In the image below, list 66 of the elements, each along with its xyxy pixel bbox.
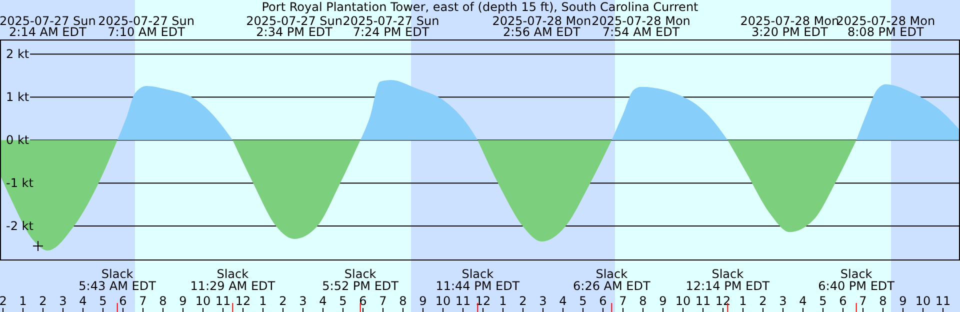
x-tick-label: 6	[839, 294, 847, 308]
y-tick-label: 0 kt	[6, 133, 30, 148]
x-tick-label: 2	[759, 294, 767, 308]
x-tick-label: 8	[399, 294, 407, 308]
x-tick-label: 2	[279, 294, 287, 308]
x-tick-label: 8	[639, 294, 647, 308]
x-tick-label: 9	[659, 294, 667, 308]
x-tick-label: 8	[879, 294, 887, 308]
x-tick-label: 11	[695, 294, 711, 308]
x-tick-label: 12	[235, 294, 251, 308]
x-tick-label: 1	[739, 294, 747, 308]
x-tick-label: 7	[379, 294, 387, 308]
x-tick-label: 6	[359, 294, 367, 308]
y-tick-label: -1 kt	[6, 176, 34, 190]
x-tick-label: 4	[79, 294, 87, 308]
ref-line-label: Slack 6:26 AM EDT	[573, 267, 651, 293]
ref-line-label: Slack 12:14 PM EDT	[686, 267, 770, 293]
text: 2025-07-27 Sun 2:34 PM EDT	[246, 14, 343, 39]
ref-line-label: Slack 5:52 PM EDT	[322, 267, 400, 293]
x-tick-label: 5	[819, 294, 827, 308]
x-tick-label: 5	[579, 294, 587, 308]
x-tick-label: 11	[215, 294, 231, 308]
x-tick-label: 4	[559, 294, 567, 308]
x-tick-label: 3	[59, 294, 67, 308]
x-tick-label: 12	[475, 294, 491, 308]
x-tick-label: 4	[319, 294, 327, 308]
x-tick-label: 3	[779, 294, 787, 308]
x-tick-label: 10	[435, 294, 451, 308]
y-tick-label: 2 kt	[6, 47, 30, 62]
x-tick-label: 1	[499, 294, 507, 308]
x-tick-label: 3	[299, 294, 307, 308]
x-tick-label: 10	[915, 294, 931, 308]
text: 2025-07-28 Mon 7:54 AM EDT	[592, 14, 690, 39]
ref-line-label: Slack 5:43 AM EDT	[78, 267, 157, 293]
x-tick-label: 10	[675, 294, 691, 308]
x-tick-label: 1	[19, 294, 27, 308]
x-tick-label: 10	[195, 294, 211, 308]
ref-line-label: Slack 6:40 PM EDT	[818, 267, 896, 293]
x-tick-label: 3	[539, 294, 547, 308]
x-tick-label: 4	[799, 294, 807, 308]
x-tick-label: 5	[99, 294, 107, 308]
x-tick-label: 2	[519, 294, 527, 308]
x-tick-label: 6	[119, 294, 127, 308]
x-tick-label: 9	[419, 294, 427, 308]
x-tick-label: 12	[715, 294, 731, 308]
x-tick-label: 11	[455, 294, 471, 308]
text: 2025-07-27 Sun 7:24 PM EDT	[342, 14, 440, 39]
y-tick-label: 1 kt	[6, 90, 30, 104]
x-tick-label: 7	[619, 294, 627, 308]
x-tick-label: 8	[159, 294, 167, 308]
chart-title: Port Royal Plantation Tower, east of (depth 15 ft), South Carolina Current	[262, 0, 699, 14]
ref-line-label: Slack 11:44 PM EDT	[436, 267, 520, 293]
text: 2025-07-28 Mon 2:56 AM EDT	[492, 14, 592, 39]
text: 2025-07-27 Sun 2:14 AM EDT	[0, 14, 96, 39]
text: 2025-07-27 Sun 7:10 AM EDT	[98, 14, 195, 39]
x-tick-label: 2	[39, 294, 47, 308]
x-tick-label: 7	[139, 294, 147, 308]
x-tick-label: 6	[599, 294, 607, 308]
x-tick-label: 9	[899, 294, 907, 308]
ref-line-label: Slack 11:29 AM EDT	[190, 267, 276, 293]
x-tick-label: 1	[259, 294, 267, 308]
x-tick-label: 2	[0, 294, 7, 308]
x-tick-label: 7	[859, 294, 867, 308]
x-tick-label: 9	[179, 294, 187, 308]
x-tick-label: 5	[339, 294, 347, 308]
x-tick-label: 11	[935, 294, 951, 308]
